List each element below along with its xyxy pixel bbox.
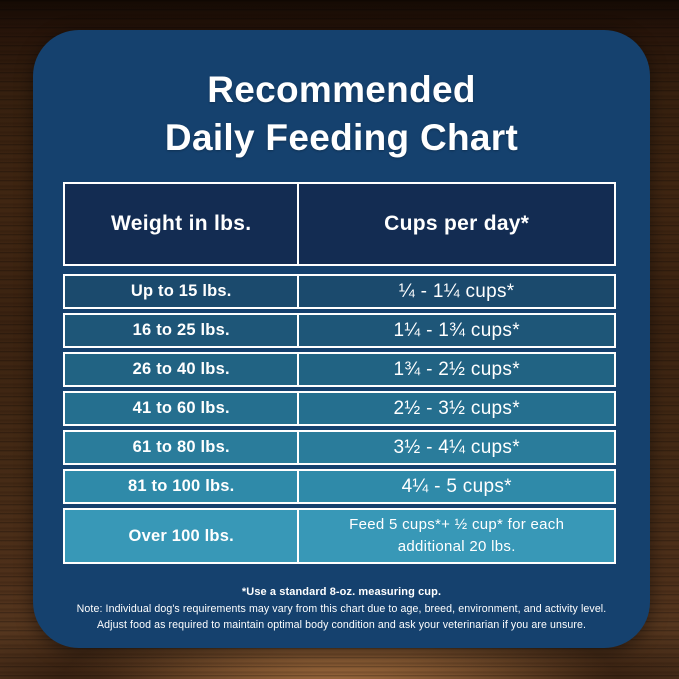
page-title: Recommended Daily Feeding Chart (33, 66, 650, 162)
cups-cell: 2½ - 3½ cups* (393, 397, 520, 419)
table-header-row: Weight in lbs. Cups per day* (63, 182, 616, 266)
weight-cell: Up to 15 lbs. (65, 276, 300, 307)
weight-cell: 61 to 80 lbs. (65, 432, 300, 463)
table-row: 61 to 80 lbs. 3½ - 4¼ cups* (63, 430, 616, 465)
weight-cell: 81 to 100 lbs. (65, 471, 300, 502)
footnotes: *Use a standard 8-oz. measuring cup. Not… (49, 586, 634, 634)
table-row: Up to 15 lbs. ¼ - 1¼ cups* (63, 274, 616, 309)
measuring-cup-note: *Use a standard 8-oz. measuring cup. (241, 586, 442, 598)
page-title-line1: Recommended (207, 69, 476, 110)
weight-cell: 16 to 25 lbs. (65, 315, 300, 346)
cups-cell: ¼ - 1¼ cups* (398, 280, 515, 302)
column-header-weight: Weight in lbs. (65, 184, 300, 264)
disclaimer-line1: Note: Individual dog's requirements may … (76, 603, 607, 615)
cups-cell: 4¼ - 5 cups* (401, 475, 512, 497)
table-row: 16 to 25 lbs. 1¼ - 1¾ cups* (63, 313, 616, 348)
feeding-table: Weight in lbs. Cups per day* Up to 15 lb… (63, 182, 616, 564)
table-row: 81 to 100 lbs. 4¼ - 5 cups* (63, 469, 616, 504)
feeding-card: Recommended Daily Feeding Chart Weight i… (33, 30, 650, 648)
weight-cell: Over 100 lbs. (65, 510, 300, 562)
cups-cell: 1¾ - 2½ cups* (393, 358, 520, 380)
table-row: 26 to 40 lbs. 1¾ - 2½ cups* (63, 352, 616, 387)
disclaimer-line2: Adjust food as required to maintain opti… (96, 618, 587, 631)
cups-cell: 1¼ - 1¾ cups* (393, 319, 520, 341)
table-row: Over 100 lbs. Feed 5 cups*+ ½ cup* for e… (63, 508, 616, 564)
cups-cell: 3½ - 4¼ cups* (393, 436, 520, 458)
table-row: 41 to 60 lbs. 2½ - 3½ cups* (63, 391, 616, 426)
page-title-line2: Daily Feeding Chart (164, 117, 519, 159)
weight-cell: 26 to 40 lbs. (65, 354, 300, 385)
column-header-cups: Cups per day* (384, 212, 530, 235)
cups-cell: Feed 5 cups*+ ½ cup* for each additional… (349, 515, 565, 556)
weight-cell: 41 to 60 lbs. (65, 393, 300, 424)
